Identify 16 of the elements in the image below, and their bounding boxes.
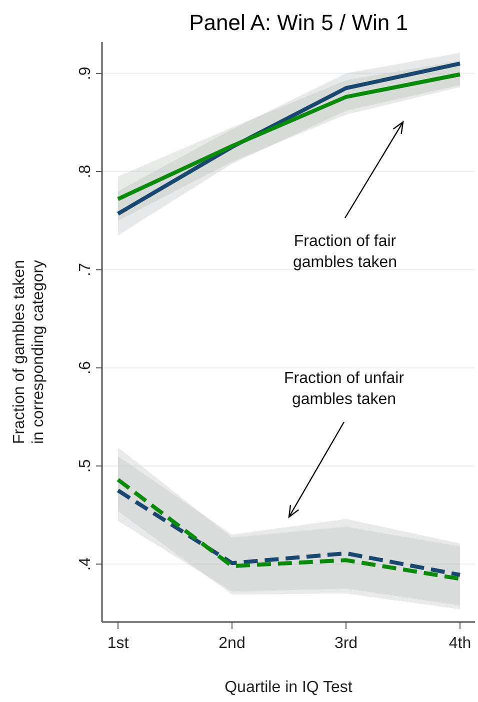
x-tick-label: 4th: [448, 635, 472, 652]
annotation: Fraction of unfair gambles taken: [284, 370, 405, 408]
y-axis-title: Fraction of gambles taken in corresponding category: [11, 260, 47, 444]
y-tick-label: .4: [77, 557, 94, 571]
y-tick-label: .8: [77, 164, 94, 178]
y-tick-label: .9: [77, 66, 94, 80]
x-tick-label: 1st: [107, 635, 130, 652]
y-tick-label: .5: [77, 459, 94, 473]
annotation: Fraction of fair gambles taken: [292, 233, 398, 271]
x-axis-title: Quartile in IQ Test: [224, 679, 353, 696]
y-tick-label: .7: [77, 262, 94, 276]
chart-title: Panel A: Win 5 / Win 1: [189, 10, 408, 35]
line-series: [116, 72, 462, 202]
x-tick-label: 3rd: [334, 635, 358, 652]
x-tick-label: 2nd: [218, 635, 246, 652]
y-tick-label: .6: [77, 361, 94, 374]
